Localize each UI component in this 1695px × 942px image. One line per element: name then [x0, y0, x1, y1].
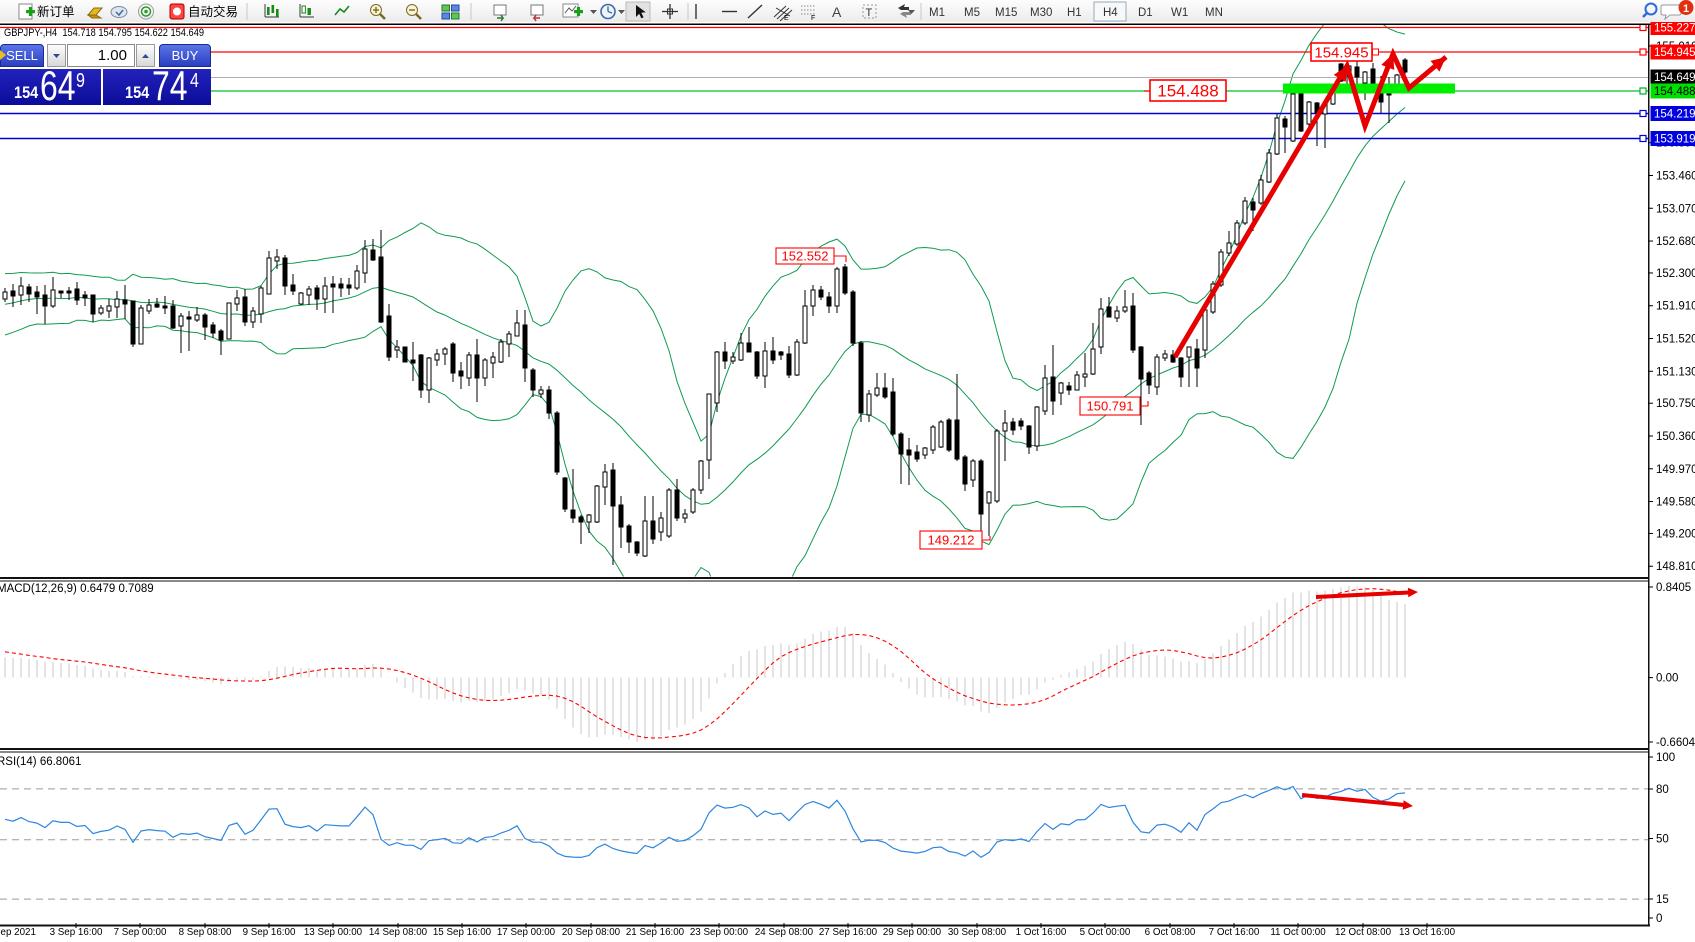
- svg-text:154.219: 154.219: [1654, 109, 1695, 121]
- svg-text:5 Oct 00:00: 5 Oct 00:00: [1080, 927, 1131, 937]
- svg-text:E: E: [784, 15, 789, 22]
- svg-text:30 Sep 08:00: 30 Sep 08:00: [948, 927, 1007, 937]
- svg-text:29 Sep 00:00: 29 Sep 00:00: [883, 927, 942, 937]
- svg-text:24 Sep 08:00: 24 Sep 08:00: [755, 927, 814, 937]
- svg-text:M5: M5: [964, 7, 980, 19]
- svg-text:T: T: [866, 7, 873, 19]
- svg-text:M1: M1: [929, 7, 945, 19]
- svg-text:M30: M30: [1030, 7, 1052, 19]
- svg-text:H1: H1: [1067, 7, 1082, 19]
- svg-text:14 Sep 08:00: 14 Sep 08:00: [369, 927, 428, 937]
- svg-text:15: 15: [1656, 894, 1669, 906]
- svg-text:-0.6604: -0.6604: [1656, 737, 1695, 749]
- svg-text:F: F: [811, 15, 815, 22]
- svg-text:11 Oct 00:00: 11 Oct 00:00: [1270, 927, 1326, 937]
- svg-text:50: 50: [1656, 834, 1669, 846]
- svg-text:Sep 2021: Sep 2021: [0, 927, 36, 937]
- svg-text:13 Oct 16:00: 13 Oct 16:00: [1399, 927, 1456, 937]
- svg-text:149.580: 149.580: [1656, 497, 1695, 509]
- svg-text:8 Sep 08:00: 8 Sep 08:00: [179, 927, 232, 937]
- svg-text:D1: D1: [1138, 7, 1153, 19]
- svg-text:20 Sep 08:00: 20 Sep 08:00: [562, 927, 621, 937]
- svg-text:0.00: 0.00: [1656, 673, 1678, 685]
- svg-text:7 Oct 16:00: 7 Oct 16:00: [1209, 927, 1260, 937]
- svg-text:A: A: [832, 4, 842, 20]
- svg-text:154.488: 154.488: [1654, 86, 1695, 98]
- svg-text:6 Oct 08:00: 6 Oct 08:00: [1145, 927, 1196, 937]
- svg-text:153.919: 153.919: [1654, 134, 1695, 146]
- svg-text:H4: H4: [1103, 7, 1118, 19]
- svg-text:149.970: 149.970: [1656, 464, 1695, 476]
- svg-text:MACD(12,26,9) 0.6479 0.7089: MACD(12,26,9) 0.6479 0.7089: [0, 583, 154, 595]
- svg-text:15 Sep 16:00: 15 Sep 16:00: [433, 927, 492, 937]
- svg-text:新订单: 新订单: [37, 4, 75, 19]
- svg-text:149.212: 149.212: [928, 533, 975, 548]
- svg-text:RSI(14) 66.8061: RSI(14) 66.8061: [0, 756, 81, 768]
- svg-text:13 Sep 00:00: 13 Sep 00:00: [304, 927, 363, 937]
- svg-text:153.460: 153.460: [1656, 170, 1695, 182]
- svg-text:152.552: 152.552: [782, 249, 829, 264]
- svg-text:152.680: 152.680: [1656, 236, 1695, 248]
- svg-text:1 Oct 16:00: 1 Oct 16:00: [1016, 927, 1067, 937]
- svg-text:7 Sep 00:00: 7 Sep 00:00: [114, 927, 167, 937]
- svg-text:150.791: 150.791: [1087, 399, 1134, 414]
- svg-text:154.488: 154.488: [1157, 82, 1218, 101]
- svg-text:154.945: 154.945: [1654, 47, 1695, 59]
- svg-text:W1: W1: [1171, 7, 1188, 19]
- svg-text:148.810: 148.810: [1656, 561, 1695, 573]
- svg-text:M15: M15: [995, 7, 1017, 19]
- svg-text:MN: MN: [1205, 7, 1223, 19]
- svg-text:3 Sep 16:00: 3 Sep 16:00: [50, 927, 103, 937]
- svg-text:154.649: 154.649: [1654, 72, 1695, 84]
- svg-text:1: 1: [1683, 3, 1689, 15]
- svg-text:154.945: 154.945: [1314, 44, 1368, 61]
- svg-text:152.300: 152.300: [1656, 268, 1695, 280]
- svg-text:21 Sep 16:00: 21 Sep 16:00: [626, 927, 685, 937]
- svg-text:9 Sep 16:00: 9 Sep 16:00: [243, 927, 296, 937]
- svg-text:151.910: 151.910: [1656, 301, 1695, 313]
- svg-text:151.520: 151.520: [1656, 334, 1695, 346]
- svg-text:100: 100: [1656, 752, 1675, 764]
- svg-text:GBPJPY-,H4 154.718 154.795 15: GBPJPY-,H4 154.718 154.795 154.622 154.6…: [4, 27, 204, 39]
- svg-text:0.8405: 0.8405: [1656, 582, 1691, 594]
- svg-text:0: 0: [1656, 913, 1662, 925]
- svg-text:153.070: 153.070: [1656, 203, 1695, 215]
- svg-text:23 Sep 00:00: 23 Sep 00:00: [690, 927, 749, 937]
- svg-text:17 Sep 00:00: 17 Sep 00:00: [497, 927, 556, 937]
- svg-text:12 Oct 08:00: 12 Oct 08:00: [1335, 927, 1392, 937]
- svg-text:151.130: 151.130: [1656, 366, 1695, 378]
- svg-text:150.750: 150.750: [1656, 398, 1695, 410]
- svg-text:149.200: 149.200: [1656, 528, 1695, 540]
- svg-text:27 Sep 16:00: 27 Sep 16:00: [819, 927, 878, 937]
- svg-text:150.360: 150.360: [1656, 431, 1695, 443]
- svg-text:80: 80: [1656, 784, 1669, 796]
- svg-text:自动交易: 自动交易: [188, 4, 238, 19]
- svg-text:155.227: 155.227: [1654, 23, 1695, 35]
